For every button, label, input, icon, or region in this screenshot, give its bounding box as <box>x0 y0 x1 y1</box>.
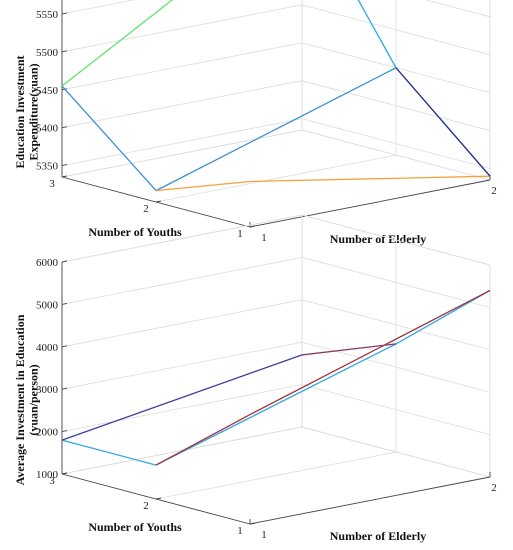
z-tick-label: 5450 <box>36 85 59 97</box>
z-tick-mark <box>61 126 68 129</box>
x-tick-label: 1 <box>261 232 267 244</box>
series-line-5 <box>395 67 491 177</box>
back-wall-gridline-z <box>61 42 303 91</box>
back-wall-gridline-z <box>61 299 303 348</box>
z-tick-mark <box>61 472 68 475</box>
side-wall-gridline-z <box>424 0 491 18</box>
box-edge <box>61 214 303 263</box>
x-axis-label: Number of Elderly <box>330 529 426 543</box>
z-tick-mark <box>61 430 68 433</box>
side-wall-gridline-z <box>301 341 491 393</box>
y-tick-mark <box>155 497 162 500</box>
series-line-2 <box>61 354 303 441</box>
z-tick-mark <box>61 164 68 167</box>
series-line-3 <box>155 289 491 466</box>
back-wall-gridline-z <box>61 80 303 129</box>
floor-gridline-y <box>155 154 397 203</box>
side-wall-gridline-z <box>301 257 491 308</box>
box-edge <box>301 129 491 181</box>
floor-gridline-y <box>155 451 397 500</box>
box-edge <box>301 214 491 266</box>
z-axis-label-line: Education Investment <box>13 55 27 168</box>
z-axis-label: Education InvestmentExpenditure(yuan) <box>13 55 41 168</box>
y-tick-mark <box>155 200 162 203</box>
back-wall-gridline-z <box>61 341 303 390</box>
y-axis-label: Number of Youths <box>88 225 182 239</box>
z-tick-label: 5550 <box>36 9 59 21</box>
z-tick-mark <box>61 387 68 390</box>
z-tick-label: 1000 <box>36 469 59 481</box>
y-tick-label: 1 <box>237 228 243 240</box>
side-wall-gridline-z <box>301 384 491 435</box>
back-wall-gridline-z <box>61 4 303 53</box>
side-wall-gridline-z <box>301 80 491 132</box>
y-tick-label: 3 <box>49 178 55 190</box>
z-tick-mark <box>61 12 68 15</box>
z-tick-mark <box>61 345 68 348</box>
x-tick-label: 1 <box>261 529 267 541</box>
x-axis-line <box>249 476 491 525</box>
back-wall-gridline-z <box>61 0 136 15</box>
series-line-1 <box>61 289 491 466</box>
series-line-2 <box>61 0 174 87</box>
side-wall-gridline-z <box>301 299 491 351</box>
side-wall-gridline-z <box>301 4 491 56</box>
back-wall-gridline-z <box>61 257 303 305</box>
z-tick-label: 6000 <box>36 257 59 269</box>
z-tick-label: 4000 <box>36 342 59 354</box>
side-wall-gridline-z <box>301 118 491 170</box>
y-tick-mark <box>61 175 68 178</box>
back-wall-gridline-z <box>61 118 303 167</box>
z-axis-label-line: (yuan/person) <box>27 364 41 435</box>
y-tick-mark <box>249 225 256 228</box>
x-axis-line <box>249 179 491 228</box>
z-tick-label: 5400 <box>36 123 59 135</box>
x-axis-label: Number of Elderly <box>330 232 426 246</box>
y-tick-label: 1 <box>237 525 243 537</box>
y-tick-mark <box>249 522 256 525</box>
z-axis-label-line: Average Investment in Education <box>13 314 27 485</box>
x-tick-label: 2 <box>491 185 497 197</box>
box-edge <box>301 426 491 478</box>
z-tick-label: 5350 <box>36 161 59 173</box>
y-tick-label: 3 <box>49 475 55 487</box>
series-line-4 <box>301 343 397 356</box>
z-tick-label: 5000 <box>36 299 59 311</box>
y-axis-label: Number of Youths <box>88 520 182 534</box>
z-tick-mark <box>61 50 68 53</box>
top-3d-plot: 12123535054005450550055505600Number of E… <box>13 0 497 246</box>
z-tick-mark <box>61 302 68 305</box>
back-wall-gridline-z <box>61 384 303 432</box>
z-tick-label: 3000 <box>36 384 59 396</box>
z-tick-label: 5500 <box>36 47 59 59</box>
y-tick-label: 2 <box>143 203 149 215</box>
series-line-3 <box>357 0 397 69</box>
z-axis-label-line: Expenditure(yuan) <box>27 63 41 160</box>
z-axis-label: Average Investment in Education(yuan/per… <box>13 314 41 485</box>
x-tick-label: 2 <box>491 482 497 494</box>
box-edge <box>61 129 303 178</box>
z-tick-mark <box>61 260 68 263</box>
z-tick-label: 2000 <box>36 427 59 439</box>
y-tick-label: 2 <box>143 500 149 512</box>
series-line-4 <box>155 175 491 192</box>
